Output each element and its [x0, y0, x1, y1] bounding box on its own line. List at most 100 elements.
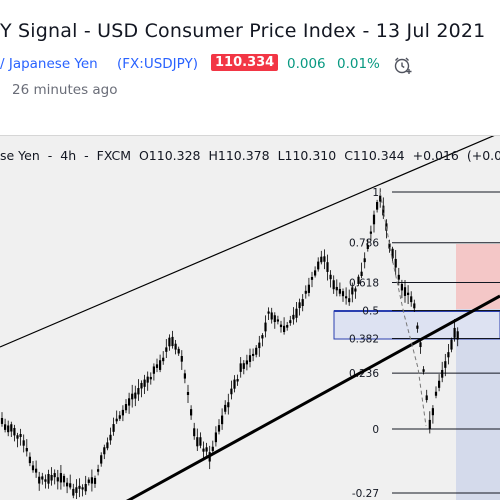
candle-body: [193, 428, 196, 437]
candle-body: [341, 291, 345, 297]
fib-level-label: 0.236: [349, 368, 379, 380]
candle-body: [62, 475, 66, 483]
candle-body: [425, 395, 428, 401]
legend-high: H110.378: [208, 148, 270, 163]
fib-level-label: -0.27: [352, 488, 379, 500]
channel-lower-line[interactable]: [100, 294, 500, 500]
candle-body: [264, 322, 267, 332]
candle-body: [360, 271, 363, 277]
legend-interval: 4h: [60, 148, 77, 163]
candle-body: [140, 382, 143, 389]
candle-body: [283, 325, 286, 333]
short-position-stop-zone[interactable]: [456, 244, 500, 309]
candle-body: [72, 488, 75, 496]
symbol-ticker-link[interactable]: (FX:USDJPY): [117, 56, 199, 72]
candle-body: [304, 290, 307, 294]
candle-body: [180, 356, 183, 362]
price-chart[interactable]: 1 0.786 0.618 0.5 0.382 0.236 0 -0.27 se Yen - …: [0, 135, 500, 500]
candle-body: [7, 425, 10, 433]
candle-body: [397, 274, 400, 280]
candle-body: [335, 286, 338, 291]
candle-body: [317, 261, 320, 270]
candle-body: [407, 292, 410, 296]
candle-body: [106, 442, 109, 449]
candle-body: [168, 337, 171, 347]
candle-body: [149, 376, 152, 380]
candle-body: [159, 360, 162, 370]
fib-level-label: 0.5: [362, 306, 379, 318]
legend-low: L110.310: [277, 148, 337, 163]
candle-body: [369, 231, 372, 234]
alarm-clock-plus-icon[interactable]: [392, 54, 414, 76]
candle-body: [177, 348, 180, 354]
candle-body: [363, 258, 366, 263]
candle-body: [279, 324, 283, 328]
candle-body: [357, 276, 360, 284]
candle-body: [128, 398, 131, 406]
candle-body: [434, 391, 438, 396]
candle-body: [25, 448, 28, 452]
candle-body: [391, 248, 394, 259]
candle-body: [230, 388, 233, 395]
candle-body: [115, 418, 118, 422]
candle-body: [56, 477, 59, 482]
candle-body: [295, 308, 298, 318]
candle-body: [183, 373, 186, 379]
fib-level-label: 0: [372, 424, 379, 436]
candle-body: [419, 342, 422, 348]
candle-body: [332, 280, 335, 290]
fib-level-label: 0.786: [349, 238, 379, 250]
chart-legend: se Yen - 4h - FXCM O110.328 H110.378 L11…: [0, 148, 500, 163]
candle-body: [438, 380, 441, 388]
candle-body: [109, 434, 112, 441]
candle-body: [394, 258, 397, 268]
candle-body: [276, 319, 279, 322]
candle-body: [286, 324, 289, 328]
candle-body: [208, 452, 211, 462]
short-position-target-zone[interactable]: [456, 309, 500, 500]
candle-body: [103, 447, 106, 455]
candle-body: [22, 440, 25, 446]
candle-body: [307, 284, 310, 293]
candle-body: [38, 476, 41, 484]
candle-body: [273, 315, 276, 323]
candle-body: [224, 404, 227, 412]
posted-time: 26 minutes ago: [12, 82, 118, 98]
fib-level-label: 0.382: [349, 333, 379, 345]
candle-body: [66, 482, 69, 487]
price-change-percent: 0.01%: [337, 56, 380, 72]
candle-body: [261, 335, 264, 339]
candle-body: [376, 202, 379, 210]
candle-body: [121, 409, 124, 416]
candle-body: [301, 299, 304, 307]
candle-body: [162, 357, 165, 362]
candle-body: [323, 256, 326, 262]
candle-body: [47, 474, 50, 484]
candle-body: [444, 361, 447, 368]
candle-body: [248, 355, 252, 362]
fib-retracement[interactable]: 1 0.786 0.618 0.5 0.382 0.236 0 -0.27: [349, 187, 500, 500]
candle-body: [152, 366, 155, 374]
candle-body: [19, 434, 22, 437]
candle-body: [146, 376, 149, 383]
candle-body: [202, 448, 205, 452]
candle-body: [186, 391, 190, 396]
channel-upper-line[interactable]: [0, 136, 500, 348]
legend-source: FXCM: [96, 148, 131, 163]
price-badge: 110.334: [211, 54, 279, 71]
candle-body: [10, 424, 13, 432]
symbol-name-link[interactable]: / Japanese Yen: [0, 56, 98, 72]
candle-body: [13, 428, 16, 436]
candle-body: [431, 408, 434, 416]
candle-body: [320, 256, 323, 263]
candle-body: [211, 446, 214, 451]
candle-body: [118, 415, 121, 419]
legend-open: O110.328: [138, 148, 201, 163]
candle-body: [124, 404, 128, 411]
chart-plot[interactable]: 1 0.786 0.618 0.5 0.382 0.236 0 -0.27: [0, 136, 500, 500]
candle-body: [403, 287, 407, 296]
candle-body: [90, 477, 93, 484]
candle-body: [456, 331, 459, 340]
candle-body: [326, 262, 329, 272]
candle-body: [0, 418, 4, 424]
